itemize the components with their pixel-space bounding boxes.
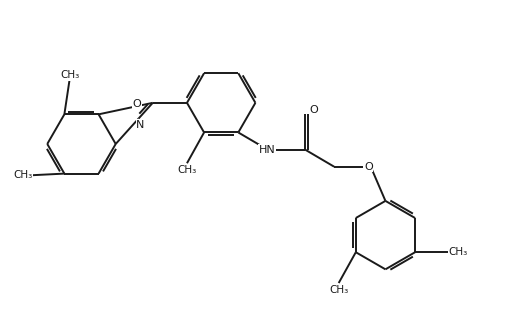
Text: O: O — [133, 99, 142, 109]
Text: N: N — [136, 120, 144, 130]
Text: O: O — [309, 105, 318, 114]
Text: HN: HN — [259, 144, 276, 155]
Text: CH₃: CH₃ — [448, 247, 467, 257]
Text: CH₃: CH₃ — [14, 170, 33, 180]
Text: CH₃: CH₃ — [329, 285, 348, 295]
Text: O: O — [364, 162, 373, 172]
Text: CH₃: CH₃ — [177, 165, 197, 175]
Text: CH₃: CH₃ — [60, 70, 79, 80]
